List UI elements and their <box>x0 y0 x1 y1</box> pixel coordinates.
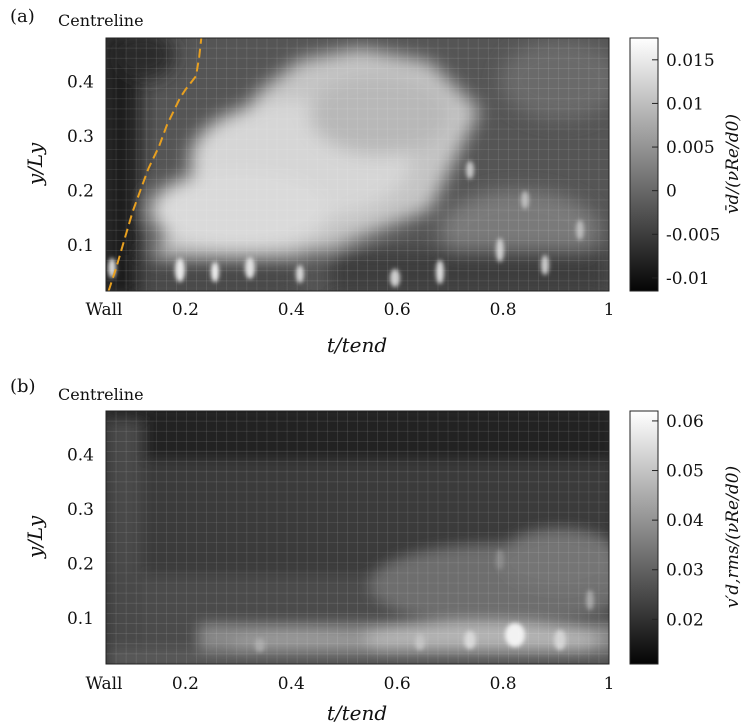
panel-a-x-tick: 0.4 <box>278 300 305 320</box>
panel-b-colorbar-tick: 0.06 <box>666 412 704 432</box>
panel-a-x-tick: 1 <box>604 300 615 320</box>
panel-b-frame <box>105 410 610 665</box>
panel-a-colorbar-ticks: -0.01 -0.005 0 0.005 0.01 0.015 <box>652 51 720 289</box>
panel-b-x-tick: 1 <box>604 674 615 694</box>
panel-b: (b) Centreline <box>10 376 743 725</box>
panel-a-x-tick: 0.2 <box>172 300 199 320</box>
panel-a-field <box>106 38 609 291</box>
panel-b-x-tick-wall: Wall <box>85 674 122 694</box>
panel-a-frame <box>105 37 610 292</box>
panel-a-colorbar-tick: 0.015 <box>666 51 715 71</box>
panel-a-grid <box>106 38 609 291</box>
panel-b-colorbar-label: v′d,rms/(νRe/d0) <box>723 466 743 608</box>
panel-a-region-label: Centreline <box>58 11 144 30</box>
panel-b-y-tick: 0.2 <box>67 554 94 574</box>
panel-b-x-ticks: Wall 0.2 0.4 0.6 0.8 1 <box>85 674 614 694</box>
panel-a-x-ticks: Wall 0.2 0.4 0.6 0.8 1 <box>85 300 614 320</box>
panel-b-tag: (b) <box>10 376 36 397</box>
panel-a: (a) Centreline <box>10 6 743 357</box>
panel-a-heatmap <box>106 38 609 291</box>
panel-b-heatmap <box>106 411 609 664</box>
panel-b-y-tick: 0.3 <box>67 500 94 520</box>
panel-b-x-axis-label: t/tend <box>327 701 387 725</box>
panel-a-dashed-line <box>107 38 203 291</box>
panel-a-colorbar-tick: 0 <box>666 182 677 202</box>
panel-b-grid <box>106 411 609 664</box>
panel-b-y-ticks: 0.1 0.2 0.3 0.4 <box>67 446 94 629</box>
panel-a-colorbar-gradient <box>629 37 659 292</box>
panel-a-speckles <box>108 161 584 287</box>
panel-a-colorbar-tick: -0.01 <box>666 269 710 289</box>
panel-b-colorbar: 0.02 0.03 0.04 0.05 0.06 v′d,rms/(νRe/d0… <box>629 410 743 665</box>
panel-b-colorbar-tick: 0.05 <box>666 462 704 482</box>
panel-a-colorbar-tick: 0.01 <box>666 94 704 114</box>
panel-b-colorbar-tick: 0.03 <box>666 561 704 581</box>
panel-a-x-tick-wall: Wall <box>85 300 122 320</box>
panel-a-x-tick: 0.6 <box>384 300 411 320</box>
panel-b-y-axis-label: y/Ly <box>23 515 47 559</box>
panel-b-x-tick: 0.2 <box>172 674 199 694</box>
panel-a-y-tick: 0.3 <box>67 127 94 147</box>
panel-a-y-tick: 0.4 <box>67 73 94 93</box>
panel-a-x-axis-label: t/tend <box>327 333 387 357</box>
panel-a-tag: (a) <box>10 6 35 27</box>
panel-b-region-label: Centreline <box>58 385 144 404</box>
panel-b-x-tick: 0.4 <box>278 674 305 694</box>
panel-a-x-tick: 0.8 <box>490 300 517 320</box>
panel-b-colorbar-gradient <box>629 410 659 665</box>
panel-b-colorbar-tick: 0.02 <box>666 610 704 630</box>
panel-a-y-tick: 0.1 <box>67 236 94 256</box>
panel-b-y-tick: 0.4 <box>67 446 94 466</box>
panel-a-colorbar-label: v̄d/(νRe/d0) <box>723 114 743 214</box>
panel-b-colorbar-ticks: 0.02 0.03 0.04 0.05 0.06 <box>652 412 704 630</box>
panel-b-y-tick: 0.1 <box>67 609 94 629</box>
panel-a-y-ticks: 0.1 0.2 0.3 0.4 <box>67 73 94 256</box>
panel-a-colorbar-tick: -0.005 <box>666 225 720 245</box>
panel-b-x-tick: 0.8 <box>490 674 517 694</box>
panel-a-colorbar: -0.01 -0.005 0 0.005 0.01 0.015 v̄d/(νRe… <box>629 37 743 292</box>
panel-b-speckles <box>255 550 594 652</box>
panel-b-colorbar-tick: 0.04 <box>666 511 704 531</box>
panel-b-x-tick: 0.6 <box>384 674 411 694</box>
panel-a-y-axis-label: y/Ly <box>23 142 47 186</box>
panel-a-colorbar-tick: 0.005 <box>666 138 715 158</box>
panel-a-y-tick: 0.2 <box>67 181 94 201</box>
panel-b-field <box>106 411 609 664</box>
